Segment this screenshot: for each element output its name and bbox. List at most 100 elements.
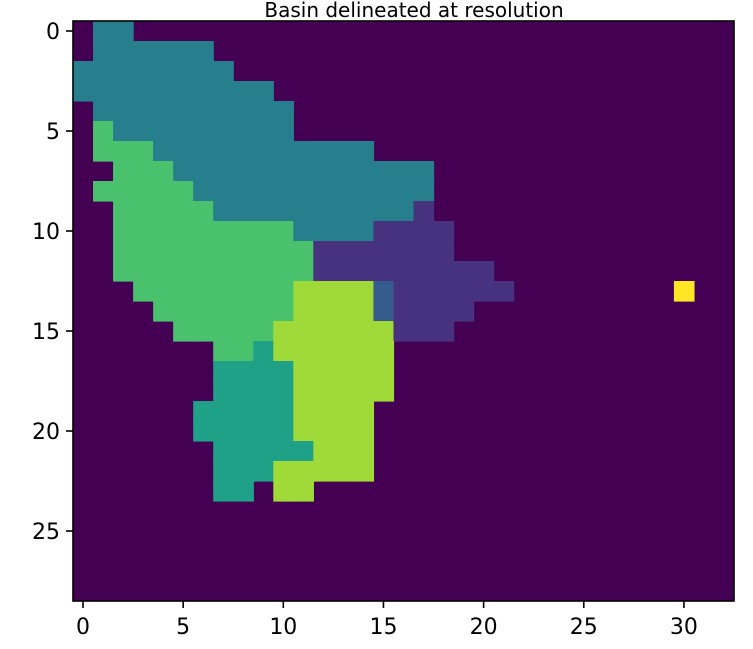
heatmap-cell — [353, 201, 375, 222]
heatmap-cell — [453, 281, 475, 302]
heatmap-cell — [393, 201, 415, 222]
heatmap-cell — [173, 321, 194, 342]
heatmap-cell — [133, 201, 154, 222]
heatmap-cell — [333, 161, 355, 182]
heatmap-cell — [293, 181, 314, 202]
heatmap-cell — [173, 301, 194, 322]
heatmap-cell — [293, 321, 314, 342]
heatmap-cell — [233, 361, 254, 382]
heatmap-cell — [273, 281, 294, 302]
heatmap-cell — [233, 221, 254, 242]
heatmap-cell — [393, 241, 415, 262]
heatmap-cell — [213, 221, 234, 242]
heatmap-cell — [333, 201, 355, 222]
heatmap-cell — [273, 421, 294, 442]
heatmap-cell — [293, 141, 314, 162]
heatmap-cell — [293, 301, 314, 322]
heatmap-cell — [153, 41, 174, 62]
heatmap-cell — [93, 141, 114, 162]
heatmap-cell — [373, 321, 395, 342]
heatmap-cell — [253, 221, 274, 242]
heatmap-cell — [333, 441, 355, 462]
heatmap-cell — [193, 41, 214, 62]
heatmap-cell — [413, 161, 435, 182]
heatmap-cell — [133, 281, 154, 302]
heatmap-cell — [413, 241, 435, 262]
heatmap-cell — [273, 381, 294, 402]
heatmap-cell — [393, 321, 415, 342]
heatmap-cell — [333, 321, 355, 342]
heatmap-cell — [273, 121, 294, 142]
heatmap-cell — [173, 221, 194, 242]
x-tick-label: 0 — [76, 615, 90, 640]
heatmap-cell — [393, 301, 415, 322]
heatmap-cell — [133, 181, 154, 202]
heatmap-cell — [253, 281, 274, 302]
heatmap-cell — [233, 441, 254, 462]
heatmap-cell — [313, 321, 334, 342]
heatmap-cell — [273, 101, 294, 122]
heatmap-cell — [313, 301, 334, 322]
heatmap-cell — [213, 241, 234, 262]
heatmap-cell — [213, 401, 234, 422]
heatmap-cell — [313, 221, 334, 242]
heatmap-cell — [113, 201, 134, 222]
heatmap-cell — [233, 261, 254, 282]
heatmap-cell — [113, 21, 134, 42]
heatmap-cell — [173, 121, 194, 142]
heatmap-cell — [313, 241, 334, 262]
heatmap-cell — [313, 181, 334, 202]
heatmap-cell — [213, 61, 234, 82]
heatmap-cell — [453, 261, 475, 282]
heatmap-cell — [353, 221, 375, 242]
heatmap-cell — [273, 361, 294, 382]
heatmap-cell — [293, 401, 314, 422]
heatmap-cell — [353, 461, 375, 482]
heatmap-cell — [213, 181, 234, 202]
heatmap-cell — [133, 161, 154, 182]
heatmap-cell — [153, 121, 174, 142]
heatmap-cell — [133, 221, 154, 242]
heatmap-cell — [73, 61, 94, 82]
heatmap-cell — [213, 481, 234, 502]
heatmap-cell — [253, 321, 274, 342]
heatmap-cell — [93, 81, 114, 102]
heatmap-cell — [313, 401, 334, 422]
heatmap-cell — [153, 281, 174, 302]
heatmap-cell — [253, 101, 274, 122]
heatmap-cell — [233, 421, 254, 442]
heatmap-cell — [133, 101, 154, 122]
heatmap-cell — [213, 301, 234, 322]
heatmap-cell — [393, 181, 415, 202]
heatmap-cell — [293, 361, 314, 382]
heatmap-cell — [173, 281, 194, 302]
heatmap-cell — [233, 241, 254, 262]
heatmap-cell — [373, 241, 395, 262]
heatmap-cell — [213, 81, 234, 102]
heatmap-cell — [293, 421, 314, 442]
heatmap-cell — [293, 481, 314, 502]
heatmap-cell — [253, 301, 274, 322]
heatmap-cell — [293, 381, 314, 402]
heatmap-cell — [373, 381, 395, 402]
heatmap-cell — [353, 361, 375, 382]
heatmap-cell — [313, 161, 334, 182]
heatmap-cell — [193, 181, 214, 202]
x-tick-label: 15 — [369, 615, 397, 640]
heatmap-cell — [433, 301, 455, 322]
heatmap-cell — [453, 301, 475, 322]
heatmap-cell — [353, 341, 375, 362]
heatmap-cell — [373, 201, 395, 222]
heatmap-cell — [433, 281, 455, 302]
heatmap-cell — [333, 221, 355, 242]
heatmap-cell — [113, 261, 134, 282]
heatmap-cell — [333, 181, 355, 202]
heatmap-cell — [373, 221, 395, 242]
heatmap-cell — [233, 301, 254, 322]
y-tick-label: 25 — [32, 520, 60, 545]
heatmap-cell — [273, 341, 294, 362]
heatmap-cell — [173, 101, 194, 122]
heatmap-cell — [293, 281, 314, 302]
heatmap-cell — [93, 61, 114, 82]
heatmap-cell — [113, 141, 134, 162]
